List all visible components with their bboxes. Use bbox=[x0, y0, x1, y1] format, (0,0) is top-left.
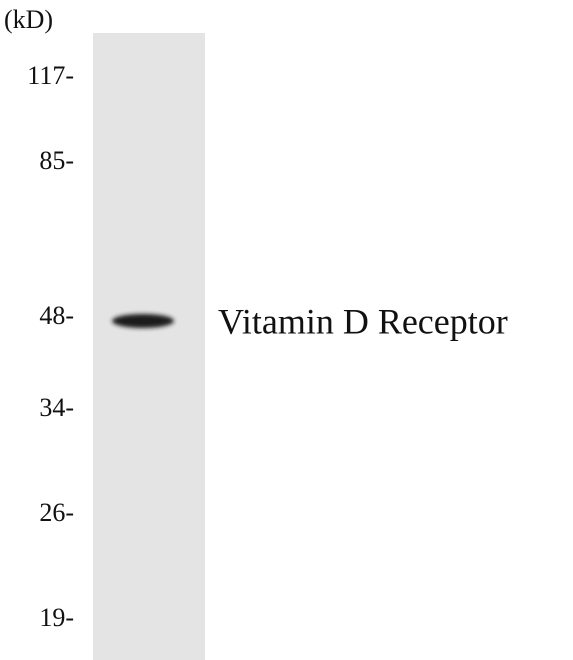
marker-label: 85- bbox=[39, 146, 74, 175]
marker-ladder: 117- 85- 48- 34- 26- 19- bbox=[27, 61, 74, 632]
western-blot: (kD) 117- 85- 48- 34- 26- 19- Vitamin D Recep… bbox=[0, 0, 573, 660]
band bbox=[112, 314, 174, 328]
unit-label: (kD) bbox=[4, 5, 53, 34]
marker-label: 26- bbox=[39, 498, 74, 527]
lane bbox=[93, 33, 205, 660]
band-label: Vitamin D Receptor bbox=[218, 301, 508, 341]
marker-label: 117- bbox=[27, 61, 74, 90]
marker-label: 19- bbox=[39, 603, 74, 632]
marker-label: 34- bbox=[39, 393, 74, 422]
marker-label: 48- bbox=[39, 301, 74, 330]
